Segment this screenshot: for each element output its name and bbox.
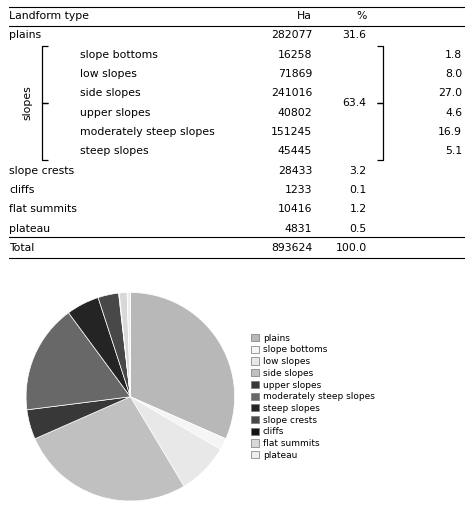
- Text: side slopes: side slopes: [80, 88, 141, 98]
- Wedge shape: [119, 293, 130, 397]
- Text: 0.5: 0.5: [349, 224, 367, 234]
- Text: 0.1: 0.1: [349, 185, 367, 195]
- Text: low slopes: low slopes: [80, 69, 137, 79]
- Text: Landform type: Landform type: [9, 11, 90, 21]
- Text: 16.9: 16.9: [438, 127, 462, 137]
- Text: 5.1: 5.1: [445, 147, 462, 157]
- Wedge shape: [69, 298, 130, 397]
- Text: slope bottoms: slope bottoms: [80, 50, 158, 60]
- Text: 16258: 16258: [278, 50, 312, 60]
- Text: 40802: 40802: [277, 107, 312, 117]
- Text: 241016: 241016: [271, 88, 312, 98]
- Wedge shape: [27, 397, 130, 439]
- Text: slopes: slopes: [23, 86, 33, 121]
- Wedge shape: [127, 293, 130, 397]
- Text: 100.0: 100.0: [336, 243, 367, 253]
- Text: %: %: [356, 11, 367, 21]
- Legend: plains, slope bottoms, low slopes, side slopes, upper slopes, moderately steep s: plains, slope bottoms, low slopes, side …: [251, 334, 374, 460]
- Text: 151245: 151245: [271, 127, 312, 137]
- Wedge shape: [35, 397, 184, 501]
- Text: moderately steep slopes: moderately steep slopes: [80, 127, 215, 137]
- Text: steep slopes: steep slopes: [80, 147, 149, 157]
- Wedge shape: [118, 293, 130, 397]
- Text: 8.0: 8.0: [445, 69, 462, 79]
- Text: 28433: 28433: [278, 166, 312, 176]
- Text: flat summits: flat summits: [9, 204, 77, 214]
- Text: Ha: Ha: [297, 11, 312, 21]
- Text: 1.8: 1.8: [445, 50, 462, 60]
- Wedge shape: [26, 313, 130, 410]
- Wedge shape: [98, 293, 130, 397]
- Text: plains: plains: [9, 30, 42, 40]
- Text: 3.2: 3.2: [349, 166, 367, 176]
- Text: slope crests: slope crests: [9, 166, 74, 176]
- Text: 63.4: 63.4: [343, 98, 367, 108]
- Text: 71869: 71869: [278, 69, 312, 79]
- Wedge shape: [130, 397, 226, 449]
- Text: 45445: 45445: [278, 147, 312, 157]
- Wedge shape: [130, 397, 220, 486]
- Text: 4.6: 4.6: [445, 107, 462, 117]
- Text: upper slopes: upper slopes: [80, 107, 150, 117]
- Text: 1.2: 1.2: [349, 204, 367, 214]
- Text: 10416: 10416: [278, 204, 312, 214]
- Text: 4831: 4831: [284, 224, 312, 234]
- Wedge shape: [130, 293, 235, 439]
- Text: Total: Total: [9, 243, 35, 253]
- Text: 282077: 282077: [271, 30, 312, 40]
- Text: 1233: 1233: [284, 185, 312, 195]
- Text: 31.6: 31.6: [343, 30, 367, 40]
- Text: 27.0: 27.0: [438, 88, 462, 98]
- Text: cliffs: cliffs: [9, 185, 35, 195]
- Text: 893624: 893624: [271, 243, 312, 253]
- Text: plateau: plateau: [9, 224, 51, 234]
